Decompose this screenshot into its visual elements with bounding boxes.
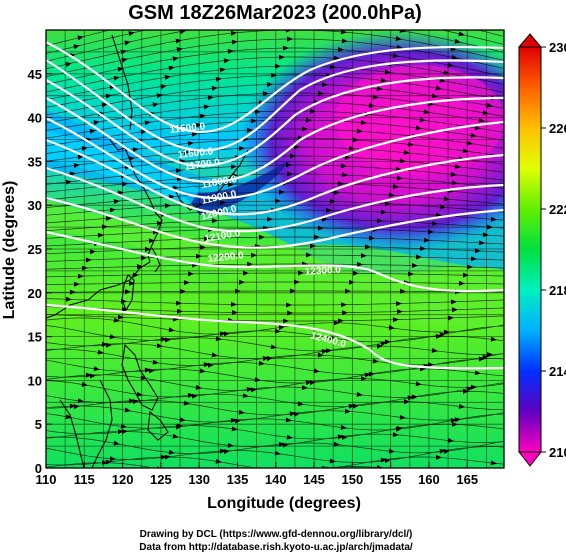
x-tick-label: 125 — [150, 472, 172, 487]
contour-label: 11500.0 — [169, 121, 206, 136]
y-tick-label: 20 — [28, 286, 42, 301]
x-tick-label: 150 — [342, 472, 364, 487]
x-axis: 110 115 120 125 130 135 140 145 150 155 160 165 — [36, 462, 478, 487]
y-tick-label: 10 — [28, 373, 42, 388]
map-title: GSM 18Z26Mar2023 (200.0hPa) — [128, 2, 422, 24]
x-axis-label: Longitude (degrees) — [207, 495, 361, 512]
colorbar-tick-label: 230 — [549, 40, 566, 55]
y-tick-label: 35 — [28, 154, 42, 169]
colorbar-tick-label: 218 — [549, 283, 566, 298]
contour-label: 11600.0 — [177, 146, 214, 161]
x-tick-label: 115 — [74, 472, 95, 487]
x-tick-label: 155 — [380, 472, 402, 487]
colorbar: 230 226 222 218 214 210 — [517, 33, 566, 467]
x-tick-label: 110 — [36, 472, 57, 487]
credit-drawing: Drawing by DCL (https://www.gfd-dennou.o… — [140, 529, 413, 540]
y-tick-label: 0 — [35, 461, 42, 476]
colorbar-tick-label: 210 — [549, 445, 566, 460]
wind-arrows — [65, 30, 497, 468]
x-tick-label: 145 — [303, 472, 325, 487]
colorbar-tick-label: 222 — [549, 202, 566, 217]
y-tick-label: 30 — [28, 198, 42, 213]
y-axis-label: Latitude (degrees) — [1, 181, 18, 320]
contour-label: 11700.0 — [184, 157, 221, 173]
y-tick-label: 5 — [35, 417, 42, 432]
colorbar-tick-label: 214 — [549, 364, 566, 379]
x-tick-label: 160 — [418, 472, 440, 487]
contour-label: 12200.0 — [207, 250, 245, 265]
x-tick-label: 120 — [112, 472, 134, 487]
x-tick-label: 165 — [456, 472, 478, 487]
y-tick-label: 45 — [28, 67, 42, 82]
x-tick-label: 130 — [188, 472, 210, 487]
y-tick-label: 40 — [28, 111, 42, 126]
height-contours — [46, 41, 504, 370]
x-tick-label: 140 — [265, 472, 287, 487]
contour-label: 12300.0 — [304, 264, 341, 278]
credit-data: Data from http://database.rish.kyoto-u.a… — [139, 542, 413, 553]
colorbar-tick-label: 226 — [549, 121, 566, 136]
y-axis: 0 5 10 15 20 25 30 35 40 45 — [28, 67, 52, 476]
y-tick-label: 25 — [28, 242, 42, 257]
y-tick-label: 15 — [28, 330, 42, 345]
x-tick-label: 135 — [227, 472, 249, 487]
